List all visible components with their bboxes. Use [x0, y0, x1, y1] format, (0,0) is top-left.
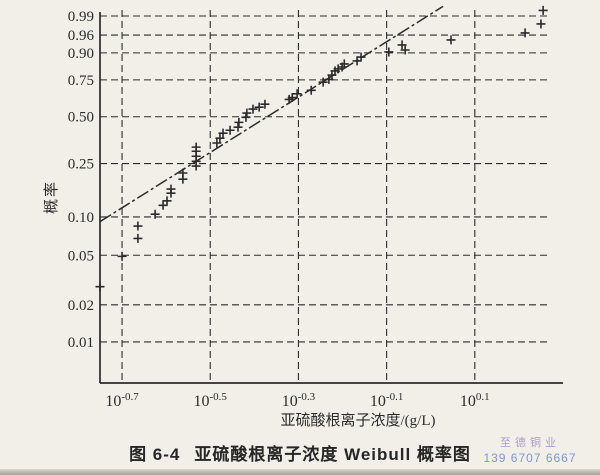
- data-point-marker: [242, 108, 252, 118]
- data-point-marker: [234, 117, 244, 127]
- data-point-marker: [254, 102, 264, 112]
- data-point-marker: [446, 35, 456, 45]
- data-point-marker: [95, 282, 105, 292]
- y-tick-label: 0.25: [68, 157, 94, 173]
- data-point-marker: [233, 122, 243, 132]
- data-point-marker: [162, 196, 172, 206]
- y-tick-label: 0.01: [68, 335, 94, 351]
- y-tick-label: 0.99: [68, 9, 94, 25]
- y-tick-label: 0.90: [68, 46, 94, 62]
- x-axis-title: 亚硫酸根离子浓度/(g/L): [281, 412, 436, 429]
- y-tick-labels: 0.99 0.96 0.90 0.75 0.50 0.25 0.10 0.05 0.02 0.01: [68, 9, 95, 351]
- data-point-marker: [536, 19, 546, 29]
- data-point-marker: [384, 47, 394, 57]
- y-tick-label: 0.02: [68, 298, 94, 314]
- y-tick-label: 0.75: [68, 73, 94, 89]
- data-point-marker: [215, 133, 225, 143]
- x-tick-label: 10-0.3: [282, 391, 316, 410]
- data-point-marker: [191, 142, 201, 152]
- data-point-marker: [318, 77, 328, 87]
- data-point-marker: [218, 128, 228, 138]
- data-point-marker: [352, 56, 362, 66]
- y-tick-label: 0.50: [68, 110, 94, 126]
- data-point-marker: [287, 93, 297, 103]
- y-tick-label: 0.05: [68, 248, 94, 264]
- data-point-marker: [292, 89, 302, 99]
- figure-caption: 图 6-4 亚硫酸根离子浓度 Weibull 概率图: [0, 440, 600, 465]
- fit-line: [99, 5, 444, 223]
- data-point-marker: [225, 125, 235, 135]
- data-point-marker: [400, 45, 410, 55]
- data-point-marker: [339, 59, 349, 69]
- figure-number: 图 6-4: [129, 445, 181, 464]
- watermark-company: 至德铜业: [500, 437, 560, 449]
- y-tick-label: 0.96: [68, 28, 95, 44]
- x-tick-label: 10-0.7: [105, 391, 139, 410]
- figure-title: 亚硫酸根离子浓度 Weibull 概率图: [194, 445, 471, 464]
- data-points: [95, 5, 548, 292]
- data-point-marker: [306, 85, 316, 95]
- data-point-marker: [241, 112, 251, 122]
- data-point-marker: [117, 251, 127, 261]
- axes: [99, 12, 563, 384]
- x-tick-label: 100.1: [460, 391, 490, 410]
- data-point-marker: [166, 184, 176, 194]
- data-point-marker: [150, 209, 160, 219]
- data-point-marker: [260, 99, 270, 109]
- data-point-marker: [212, 138, 222, 148]
- data-point-marker: [248, 104, 258, 114]
- x-tick-label: 10-0.1: [370, 391, 403, 410]
- data-point-marker: [397, 40, 407, 50]
- data-point-marker: [538, 5, 548, 15]
- data-point-marker: [133, 233, 143, 243]
- y-axis-title: 概率: [43, 180, 60, 214]
- data-point-marker: [356, 52, 366, 62]
- data-point-marker: [133, 221, 143, 231]
- x-tick-labels: 10-0.7 10-0.5 10-0.3 10-0.1 100.1: [105, 391, 489, 410]
- watermark: 至德铜业 139 6707 6667: [470, 437, 590, 466]
- watermark-phone: 139 6707 6667: [483, 450, 577, 465]
- y-tick-label: 0.10: [68, 210, 94, 226]
- data-point-marker: [520, 28, 530, 38]
- data-point-marker: [178, 168, 188, 178]
- weibull-probability-plot: 0.99 0.96 0.90 0.75 0.50 0.25 0.10 0.05 0.02 0.01…: [43, 5, 563, 429]
- data-point-marker: [158, 200, 168, 210]
- x-tick-label: 10-0.5: [194, 391, 228, 410]
- data-point-marker: [333, 64, 343, 74]
